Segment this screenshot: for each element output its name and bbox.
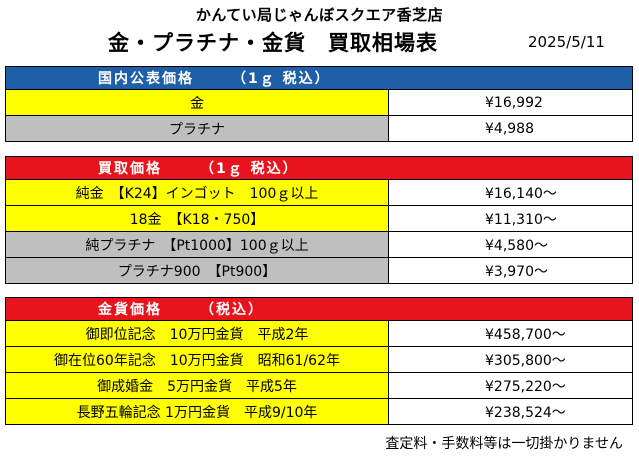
coin-prices-header: 金貨価格 （税込） [5, 297, 633, 321]
shop-name: かんてい局じゃんぼスクエア香芝店 [195, 6, 444, 24]
table-row: 御成婚金 5万円金貨 平成5年 ¥275,220～ [5, 372, 633, 399]
coin-prices-header-row: 金貨価格 （税込） [5, 297, 633, 321]
coin-prices-unit: （税込） [200, 302, 264, 318]
row-label: 純プラチナ 【Pt1000】100ｇ以上 [5, 231, 389, 258]
public-prices-table: 国内公表価格 （1ｇ 税込） 金 ¥16,992 プラチナ ¥4,988 [5, 66, 633, 142]
buy-prices-unit: （1ｇ 税込） [200, 161, 299, 177]
row-value: ¥11,310～ [388, 205, 633, 232]
date-label: 2025/5/11 [528, 33, 605, 51]
row-label: 金 [5, 89, 389, 116]
row-value: ¥16,140～ [388, 179, 633, 206]
row-value: ¥458,700～ [388, 320, 633, 347]
table-row: 御在位60年記念 10万円金貨 昭和61/62年 ¥305,800～ [5, 346, 633, 373]
buy-prices-header: 買取価格 （1ｇ 税込） [5, 156, 633, 180]
public-prices-unit: （1ｇ 税込） [232, 71, 331, 87]
buy-prices-heading: 買取価格 [98, 161, 162, 177]
row-label: 純金 【K24】インゴット 100ｇ以上 [5, 179, 389, 206]
row-value: ¥305,800～ [388, 346, 633, 373]
row-value: ¥238,524～ [388, 398, 633, 425]
row-value: ¥275,220～ [388, 372, 633, 399]
table-row: 純金 【K24】インゴット 100ｇ以上 ¥16,140～ [5, 179, 633, 206]
table-row: 御即位記念 10万円金貨 平成2年 ¥458,700～ [5, 320, 633, 347]
public-prices-heading: 国内公表価格 [98, 71, 194, 87]
table-row: 長野五輪記念 1万円金貨 平成9/10年 ¥238,524～ [5, 398, 633, 425]
table-row: 金 ¥16,992 [5, 89, 633, 116]
coin-prices-heading: 金貨価格 [98, 302, 162, 318]
row-value: ¥16,992 [388, 89, 633, 116]
row-label: 長野五輪記念 1万円金貨 平成9/10年 [5, 398, 389, 425]
public-prices-header: 国内公表価格 （1ｇ 税込） [5, 66, 633, 90]
footer-note: 査定料・手数料等は一切掛かりません [385, 436, 623, 452]
row-label: プラチナ900 【Pt900】 [5, 257, 389, 284]
row-label: プラチナ [5, 115, 389, 142]
row-value: ¥4,988 [388, 115, 633, 142]
row-label: 御成婚金 5万円金貨 平成5年 [5, 372, 389, 399]
table-row: プラチナ ¥4,988 [5, 115, 633, 142]
row-label: 御在位60年記念 10万円金貨 昭和61/62年 [5, 346, 389, 373]
public-prices-header-row: 国内公表価格 （1ｇ 税込） [5, 66, 633, 90]
row-label: 18金 【K18・750】 [5, 205, 389, 232]
buy-prices-table: 買取価格 （1ｇ 税込） 純金 【K24】インゴット 100ｇ以上 ¥16,140… [5, 156, 633, 284]
row-label: 御即位記念 10万円金貨 平成2年 [5, 320, 389, 347]
row-value: ¥4,580～ [388, 231, 633, 258]
table-row: 18金 【K18・750】 ¥11,310～ [5, 205, 633, 232]
row-value: ¥3,970～ [388, 257, 633, 284]
coin-prices-table: 金貨価格 （税込） 御即位記念 10万円金貨 平成2年 ¥458,700～ 御在位… [5, 297, 633, 425]
buy-prices-header-row: 買取価格 （1ｇ 税込） [5, 156, 633, 180]
table-row: プラチナ900 【Pt900】 ¥3,970～ [5, 257, 633, 284]
page-title: 金・プラチナ・金貨 買取相場表 [108, 31, 438, 55]
table-row: 純プラチナ 【Pt1000】100ｇ以上 ¥4,580～ [5, 231, 633, 258]
